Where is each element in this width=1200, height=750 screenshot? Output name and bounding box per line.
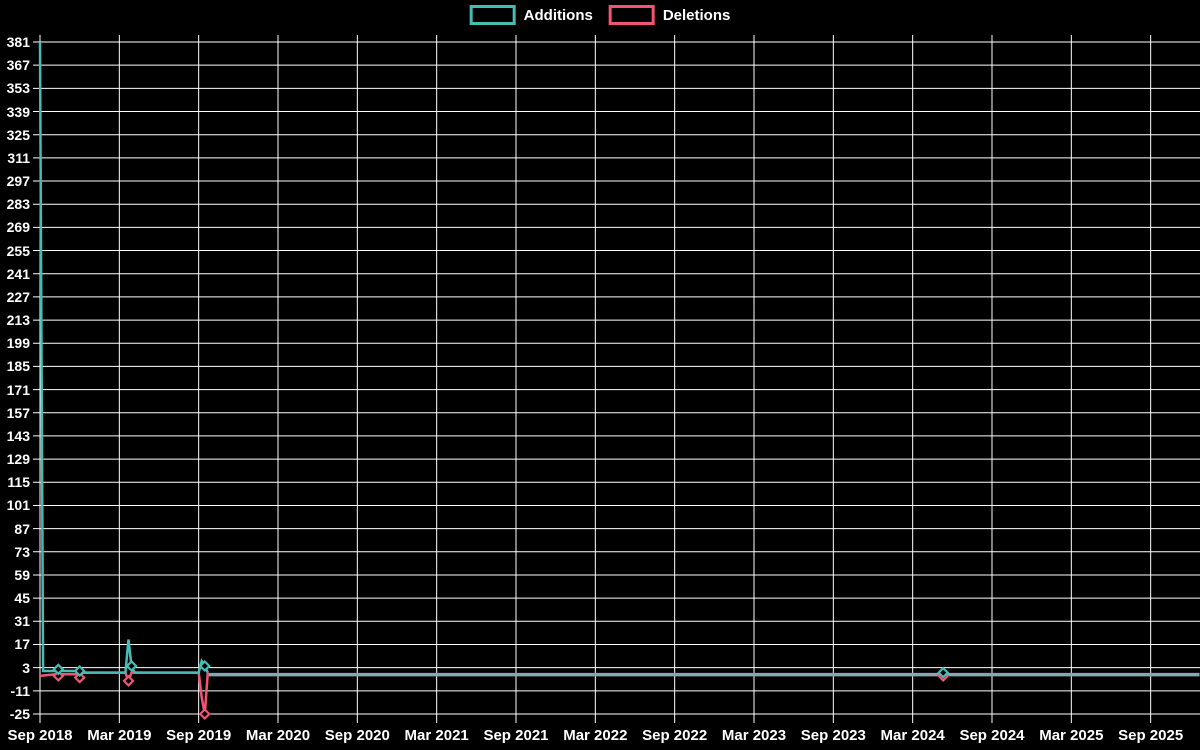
x-tick-label: Sep 2022 [642, 727, 708, 744]
y-tick-label: 339 [6, 103, 30, 120]
y-tick-label: 45 [14, 590, 30, 607]
x-tick-label: Sep 2023 [800, 727, 866, 744]
x-tick-label: Mar 2020 [245, 727, 311, 744]
y-tick-label: 241 [6, 265, 30, 282]
x-tick-label: Sep 2021 [483, 727, 549, 744]
y-tick-label: 311 [7, 149, 30, 166]
y-tick-label: -11 [10, 682, 30, 699]
x-tick-label: Sep 2018 [7, 727, 73, 744]
y-tick-label: 101 [6, 497, 30, 514]
marker-diamond-additions [198, 659, 211, 673]
y-tick-label: 171 [6, 381, 30, 398]
x-tick-label: Mar 2024 [880, 727, 945, 744]
y-tick-label: -25 [9, 706, 30, 722]
x-tick-label: Mar 2022 [563, 727, 628, 744]
y-tick-label: 381 [6, 34, 30, 50]
marker-diamond-deletions [122, 674, 135, 687]
y-tick-label: 199 [6, 335, 30, 352]
y-tick-label: 59 [14, 566, 30, 583]
legend-label-additions: Additions [523, 6, 593, 24]
y-tick-label: 367 [6, 57, 30, 74]
y-tick-label: 269 [6, 219, 30, 236]
y-tick-label: 129 [6, 451, 30, 468]
marker-diamond-additions [52, 663, 65, 676]
x-tick-label: Mar 2019 [87, 727, 152, 744]
series-line-deletions [39, 671, 210, 715]
marker-diamond-additions [73, 664, 86, 678]
legend-item-additions: Additions [469, 5, 593, 25]
marker-diamond-deletions [73, 671, 86, 684]
x-tick-label: Sep 2019 [166, 727, 232, 744]
y-tick-label: 255 [6, 242, 30, 259]
additions-swatch-icon [469, 5, 516, 25]
y-tick-label: 353 [6, 80, 30, 97]
y-tick-label: 227 [6, 288, 30, 305]
y-tick-label: 213 [6, 312, 30, 329]
x-tick-label: Mar 2021 [404, 727, 469, 744]
marker-diamond-deletions [198, 707, 211, 721]
x-tick-label: Mar 2023 [721, 727, 787, 744]
y-tick-label: 17 [14, 636, 30, 653]
y-tick-label: 185 [6, 358, 30, 375]
x-tick-label: Sep 2025 [1118, 727, 1184, 744]
y-tick-label: 325 [6, 126, 30, 143]
marker-diamond-additions [937, 666, 950, 679]
x-tick-label: Sep 2020 [324, 727, 390, 744]
y-tick-label: 143 [6, 427, 30, 444]
deletions-swatch-icon [608, 5, 655, 25]
x-tick-label: Mar 2025 [1039, 727, 1104, 744]
y-tick-label: 283 [6, 196, 30, 213]
y-tick-label: 3 [22, 659, 30, 676]
marker-diamond-deletions [52, 669, 65, 682]
y-tick-label: 31 [14, 613, 30, 630]
chart-legend: Additions Deletions [469, 5, 731, 25]
x-tick-label: Sep 2024 [959, 727, 1025, 744]
y-tick-label: 87 [14, 520, 30, 537]
y-tick-label: 115 [7, 474, 30, 491]
series-line-additions [38, 41, 209, 674]
marker-diamond-additions [125, 659, 138, 673]
y-tick-label: 157 [6, 404, 30, 421]
y-tick-label: 73 [14, 543, 30, 560]
legend-label-deletions: Deletions [662, 6, 731, 24]
legend-item-deletions: Deletions [608, 5, 731, 25]
y-tick-label: 297 [6, 173, 30, 190]
